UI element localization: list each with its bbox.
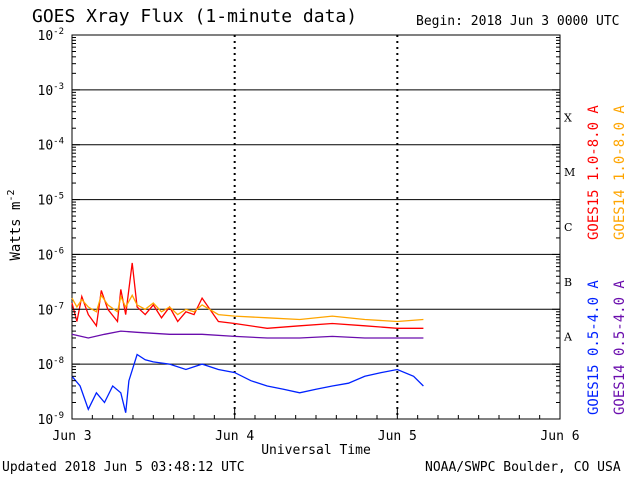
legend-entry: GOES15 1.0-8.0 A [586,105,602,240]
y-tick-label: 10-6 [38,246,65,263]
plot-frame [71,34,561,420]
y-tick-label: 10-3 [38,82,65,99]
y-tick-label: 10-7 [38,301,65,318]
y-tick-label: 10-4 [38,137,65,154]
x-tick-label: Jun 3 [52,429,91,444]
credit: NOAA/SWPC Boulder, CO USA [425,460,621,475]
legend-entry: GOES15 0.5-4.0 A [586,280,602,415]
y-axis-label: Watts m-2 [6,189,24,260]
series-line [71,262,424,329]
series-line [71,353,424,413]
flare-class-label: M [564,166,575,179]
legend-entry: GOES14 1.0-8.0 A [612,105,628,240]
x-axis-label: Universal Time [261,443,371,458]
grid [72,35,560,419]
y-tick-label: 10-9 [38,411,65,428]
legend: GOES15 1.0-8.0 A GOES14 1.0-8.0 A GOES15 0… [586,105,628,415]
legend-entry: GOES14 0.5-4.0 A [612,280,628,415]
flare-class-label: B [564,276,572,289]
data-series [71,262,424,413]
flare-class-label: A [563,331,573,344]
series-line [71,293,424,323]
updated-time: Updated 2018 Jun 5 03:48:12 UTC [2,460,245,475]
x-tick-label: Jun 6 [540,429,579,444]
series-line [71,330,424,339]
x-tick-label: Jun 5 [378,429,417,444]
flare-class-label: X [564,111,572,124]
flare-class-label: C [564,221,572,234]
y-tick-label: 10-5 [38,192,65,209]
chart-title: GOES Xray Flux (1-minute data) [32,6,358,27]
x-tick-label: Jun 4 [215,429,254,444]
y-tick-label: 10-8 [38,356,65,373]
y-tick-label: 10-2 [38,27,65,44]
axes: 10-9 10-8 10-7 10-6 10-5 10-4 10-3 10-2 Jun 3 Jun… [38,27,580,444]
begin-time: Begin: 2018 Jun 3 0000 UTC [416,14,620,29]
